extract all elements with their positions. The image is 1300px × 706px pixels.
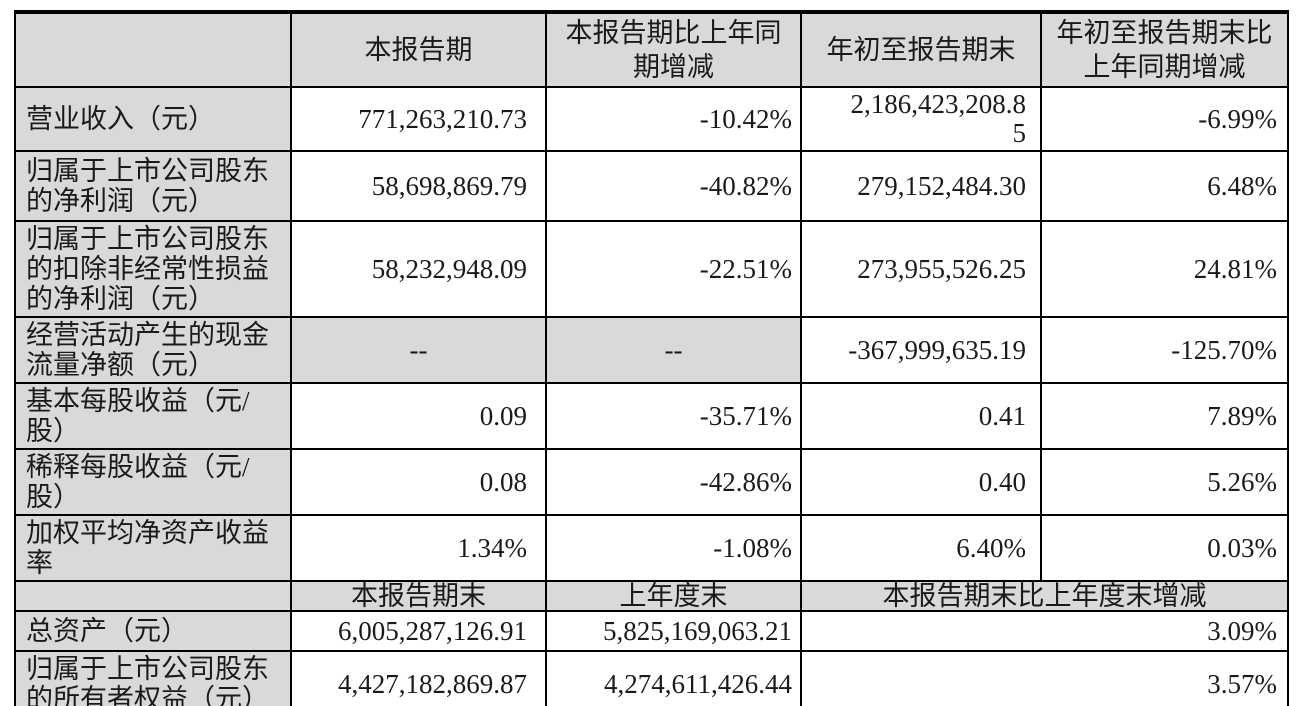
value-text: 2,186,423,208.85	[850, 89, 1027, 148]
table-row-equity: 归属于上市公司股东的所有者权益（元） 4,427,182,869.87 4,27…	[14, 650, 1289, 706]
value-cell-current-dash: --	[290, 316, 547, 384]
value-cell-current-yoy: -10.42%	[545, 86, 802, 152]
header-cell-current-period: 本报告期	[290, 11, 547, 88]
header-cell-prior-year-end: 上年度末	[545, 580, 802, 612]
value-text: 6.40%	[956, 532, 1026, 563]
table-header-row-2: 本报告期末 上年度末 本报告期末比上年度末增减	[14, 580, 1289, 612]
value-cell-ytd: 0.41	[800, 382, 1042, 450]
table-row-weighted-avg-roe: 加权平均净资产收益率 1.34% -1.08% 6.40% 0.03%	[14, 514, 1289, 582]
table-row-diluted-eps: 稀释每股收益（元/股） 0.08 -42.86% 0.40 5.26%	[14, 448, 1289, 516]
value-cell-period-end: 4,427,182,869.87	[290, 650, 547, 706]
value-cell-ytd-yoy: 5.26%	[1040, 448, 1289, 516]
value-cell-ytd: -367,999,635.19	[800, 316, 1042, 384]
value-cell-current: 771,263,210.73	[290, 86, 547, 152]
label-cell: 营业收入（元）	[14, 86, 292, 152]
header-cell-empty	[14, 580, 292, 612]
value-cell-current: 0.08	[290, 448, 547, 516]
value-cell-ytd: 2,186,423,208.85	[800, 86, 1042, 152]
label-cell: 归属于上市公司股东的扣除非经常性损益的净利润（元）	[14, 220, 292, 318]
value-cell-ytd-yoy: 6.48%	[1040, 150, 1289, 222]
table-row-net-profit: 归属于上市公司股东的净利润（元） 58,698,869.79 -40.82% 2…	[14, 150, 1289, 222]
value-cell-ytd: 273,955,526.25	[800, 220, 1042, 318]
value-cell-current-yoy: -22.51%	[545, 220, 802, 318]
value-cell-current: 58,698,869.79	[290, 150, 547, 222]
value-cell-current-yoy: -40.82%	[545, 150, 802, 222]
value-text: 0.40	[978, 466, 1026, 497]
value-cell-change: 3.57%	[800, 650, 1289, 706]
label-cell: 经营活动产生的现金流量净额（元）	[14, 316, 292, 384]
value-cell-ytd-yoy: -6.99%	[1040, 86, 1289, 152]
value-cell-current-yoy: -1.08%	[545, 514, 802, 582]
label-cell: 总资产（元）	[14, 610, 292, 652]
value-cell-prior-year-end: 5,825,169,063.21	[545, 610, 802, 652]
value-text: 273,955,526.25	[857, 253, 1026, 284]
table-row-revenue: 营业收入（元） 771,263,210.73 -10.42% 2,186,423…	[14, 86, 1289, 152]
table-row-total-assets: 总资产（元） 6,005,287,126.91 5,825,169,063.21…	[14, 610, 1289, 652]
value-cell-ytd: 0.40	[800, 448, 1042, 516]
value-cell-current-yoy: -42.86%	[545, 448, 802, 516]
table-row-basic-eps: 基本每股收益（元/股） 0.09 -35.71% 0.41 7.89%	[14, 382, 1289, 450]
value-cell-current: 0.09	[290, 382, 547, 450]
value-cell-ytd-yoy: 0.03%	[1040, 514, 1289, 582]
label-cell: 加权平均净资产收益率	[14, 514, 292, 582]
table-row-net-profit-excl-nonrecurring: 归属于上市公司股东的扣除非经常性损益的净利润（元） 58,232,948.09 …	[14, 220, 1289, 318]
value-cell-current-yoy: -35.71%	[545, 382, 802, 450]
value-cell-ytd: 279,152,484.30	[800, 150, 1042, 222]
header-cell-ytd-yoy: 年初至报告期末比上年同期增减	[1040, 11, 1289, 88]
label-cell: 稀释每股收益（元/股）	[14, 448, 292, 516]
label-cell: 基本每股收益（元/股）	[14, 382, 292, 450]
value-cell-current: 1.34%	[290, 514, 547, 582]
header-cell-period-end-change: 本报告期末比上年度末增减	[800, 580, 1289, 612]
value-text: 0.41	[978, 400, 1026, 431]
value-text: 279,152,484.30	[857, 170, 1026, 201]
header-cell-ytd: 年初至报告期末	[800, 11, 1042, 88]
table-header-row-1: 本报告期 本报告期比上年同期增减 年初至报告期末 年初至报告期末比上年同期增减	[14, 11, 1289, 88]
key-financials-table: 本报告期 本报告期比上年同期增减 年初至报告期末 年初至报告期末比上年同期增减 …	[14, 10, 1289, 706]
header-cell-period-end: 本报告期末	[290, 580, 547, 612]
value-cell-ytd-yoy: 24.81%	[1040, 220, 1289, 318]
value-cell-ytd-yoy: -125.70%	[1040, 316, 1289, 384]
value-cell-change: 3.09%	[800, 610, 1289, 652]
table-row-operating-cash-flow: 经营活动产生的现金流量净额（元） -- -- -367,999,635.19 -…	[14, 316, 1289, 384]
value-cell-ytd-yoy: 7.89%	[1040, 382, 1289, 450]
value-cell-prior-year-end: 4,274,611,426.44	[545, 650, 802, 706]
label-cell: 归属于上市公司股东的净利润（元）	[14, 150, 292, 222]
value-cell-current-yoy-dash: --	[545, 316, 802, 384]
header-cell-empty	[14, 11, 292, 88]
label-cell: 归属于上市公司股东的所有者权益（元）	[14, 650, 292, 706]
header-cell-current-yoy: 本报告期比上年同期增减	[545, 11, 802, 88]
value-cell-current: 58,232,948.09	[290, 220, 547, 318]
value-text: -367,999,635.19	[848, 334, 1026, 365]
value-cell-ytd: 6.40%	[800, 514, 1042, 582]
value-cell-period-end: 6,005,287,126.91	[290, 610, 547, 652]
